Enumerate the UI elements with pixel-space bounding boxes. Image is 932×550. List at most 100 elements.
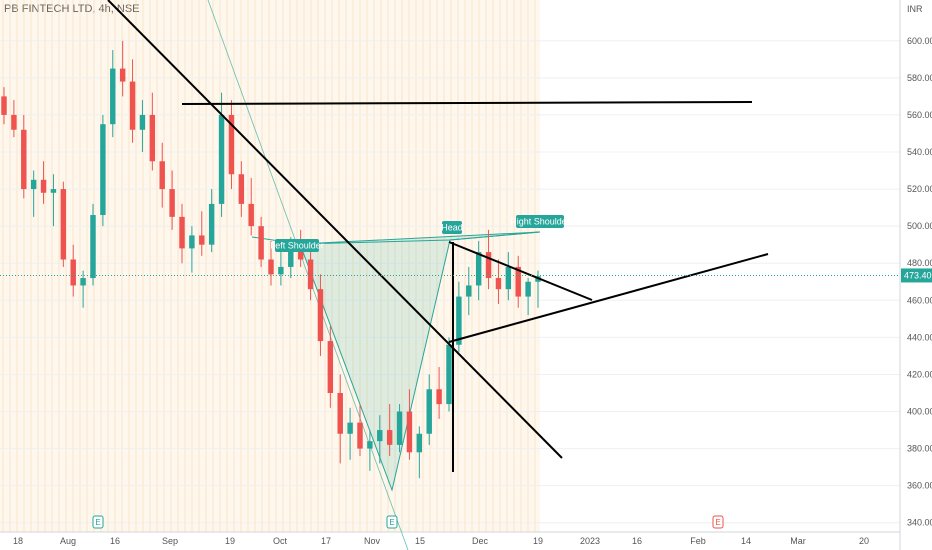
- pattern-label: Right Shoulder: [510, 215, 570, 228]
- y-tick-label: 500.00: [907, 221, 932, 231]
- pattern-label-bg: [516, 215, 564, 228]
- candle-body: [60, 189, 67, 260]
- candle-body: [327, 341, 334, 393]
- candle-body: [268, 259, 274, 275]
- earnings-event-label: E: [95, 518, 100, 527]
- x-tick-label: 16: [632, 536, 642, 546]
- candle-body: [90, 215, 96, 279]
- pattern-label-text: Right Shoulder: [510, 217, 570, 227]
- x-tick-label: Aug: [60, 536, 76, 546]
- pattern-label-text: Left Shoulder: [270, 241, 324, 251]
- x-tick-label: Oct: [273, 536, 288, 546]
- candle-body: [406, 411, 413, 453]
- candle-body: [495, 278, 502, 290]
- x-tick-label: Dec: [472, 536, 489, 546]
- candle-body: [50, 189, 57, 193]
- candle-body: [208, 203, 215, 245]
- x-tick-label: 20: [859, 536, 869, 546]
- candle-body: [199, 235, 205, 245]
- candle-body: [416, 433, 423, 453]
- earnings-event-label: E: [715, 518, 720, 527]
- candle-body: [505, 266, 512, 290]
- candle-body: [139, 114, 146, 130]
- candle-body: [396, 411, 403, 445]
- candle-body: [218, 114, 225, 204]
- candle-body: [110, 68, 116, 125]
- candle-body: [426, 389, 432, 434]
- candle-body: [70, 259, 76, 286]
- candle-body: [1, 96, 7, 115]
- candle-body: [30, 179, 37, 190]
- candle-body: [21, 129, 27, 190]
- y-tick-label: 360.00: [907, 481, 932, 491]
- candle-body: [307, 259, 314, 290]
- last-price-tag: [901, 268, 932, 283]
- y-tick-label: 480.00: [907, 258, 932, 268]
- candle-body: [238, 174, 245, 204]
- candle-body: [100, 124, 106, 216]
- last-price-label: 473.40: [904, 270, 932, 280]
- pattern-label: Head: [441, 221, 463, 234]
- x-tick-label: Sep: [162, 536, 178, 546]
- candle-body: [159, 161, 165, 190]
- candle-body: [189, 235, 195, 249]
- resistance-line: [181, 101, 753, 105]
- x-tick-label: 16: [110, 536, 120, 546]
- y-tick-label: 560.00: [907, 110, 932, 120]
- y-tick-label: 540.00: [907, 147, 932, 157]
- x-tick-label: 2023: [580, 536, 600, 546]
- candle-body: [357, 422, 363, 449]
- x-tick-label: 19: [225, 536, 235, 546]
- y-tick-label: 380.00: [907, 444, 932, 454]
- y-tick-label: 580.00: [907, 73, 932, 83]
- y-tick-label: 440.00: [907, 332, 932, 342]
- x-tick-label: Nov: [364, 536, 381, 546]
- candle-body: [40, 179, 47, 193]
- currency-label: INR: [907, 4, 923, 14]
- candle-body: [119, 68, 126, 82]
- candle-body: [179, 216, 185, 249]
- candle-body: [347, 422, 353, 434]
- y-tick-label: 600.00: [907, 36, 932, 46]
- y-tick-label: 460.00: [907, 295, 932, 305]
- earnings-event-box: [92, 515, 104, 529]
- candle-body: [288, 248, 294, 267]
- candle-body: [278, 266, 284, 275]
- earnings-event-icon: E: [92, 515, 104, 529]
- y-tick-label: 400.00: [907, 407, 932, 417]
- candle-body: [446, 344, 452, 405]
- candle-body: [436, 389, 442, 405]
- candle-body: [297, 248, 304, 260]
- earnings-event-icon: E: [712, 515, 724, 529]
- candle-body: [248, 203, 254, 227]
- pattern-label-bg: [442, 221, 462, 234]
- candle-body: [475, 252, 482, 286]
- candle-body: [515, 266, 521, 297]
- pattern-label-bg: [275, 239, 319, 252]
- earnings-event-icon: E: [386, 515, 398, 529]
- x-tick-label: Feb: [690, 536, 706, 546]
- candle-body: [456, 296, 462, 345]
- candle-body: [386, 430, 393, 445]
- x-tick-label: 15: [415, 536, 425, 546]
- pennant-lower-line: [448, 253, 769, 343]
- candle-body: [11, 114, 17, 130]
- candle-body: [525, 281, 531, 297]
- earnings-event-label: E: [389, 518, 394, 527]
- candle-body: [317, 289, 324, 342]
- candle-body: [485, 252, 492, 279]
- pennant-upper-line: [448, 241, 593, 301]
- pattern-label: Left Shoulder: [270, 239, 324, 252]
- candle-body: [466, 285, 472, 297]
- y-tick-label: 340.00: [907, 518, 932, 528]
- candle-body: [228, 114, 235, 175]
- candle-body: [80, 278, 86, 286]
- candle-body: [129, 81, 136, 130]
- x-tick-label: 14: [741, 536, 751, 546]
- earnings-event-box: [712, 515, 724, 529]
- candle-body: [337, 392, 343, 434]
- y-tick-label: 420.00: [907, 369, 932, 379]
- downtrend-line: [107, 0, 563, 459]
